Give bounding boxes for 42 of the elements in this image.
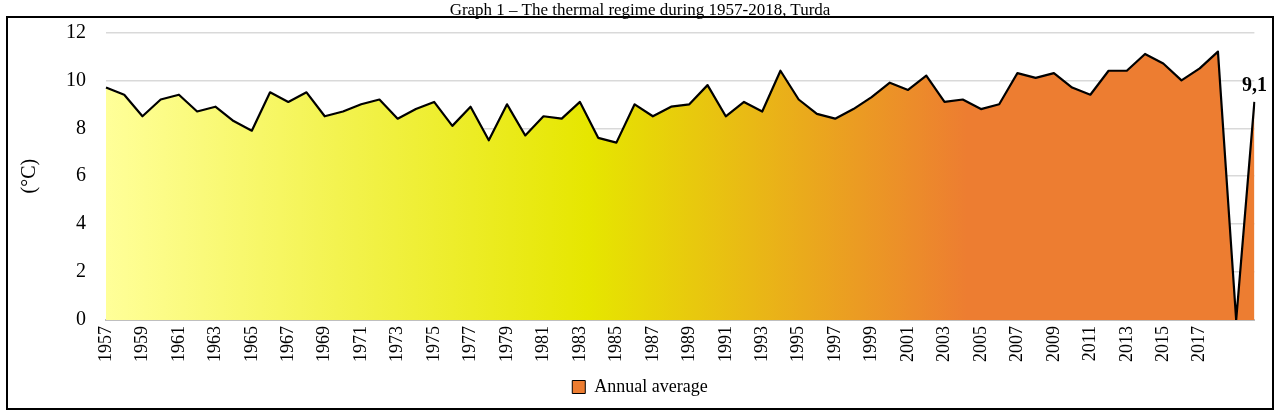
x-tick-label: 1963: [204, 326, 225, 362]
x-tick-label: 1957: [94, 326, 115, 362]
x-tick-label: 2007: [1006, 326, 1027, 362]
chart-title: Graph 1 – The thermal regime during 1957-2018, Turda: [449, 0, 831, 19]
x-tick-label: 1975: [422, 326, 443, 362]
x-tick-label: 2003: [933, 326, 954, 362]
x-tick-label: 1989: [678, 326, 699, 362]
x-tick-label: 1959: [131, 326, 152, 362]
x-tick-label: 1999: [860, 326, 881, 362]
x-tick-label: 1971: [349, 326, 370, 362]
x-tick-label: 1977: [459, 326, 480, 362]
x-tick-label: 1967: [277, 326, 298, 362]
x-tick-label: 2015: [1151, 326, 1172, 362]
x-tick-label: 2017: [1188, 326, 1209, 362]
x-tick-label: 1987: [641, 326, 662, 362]
x-tick-label: 1973: [386, 326, 407, 362]
x-tick-label: 1991: [714, 326, 735, 362]
x-tick-label: 1965: [240, 326, 261, 362]
x-tick-label: 1969: [313, 326, 334, 362]
x-tick-label: 1983: [568, 326, 589, 362]
legend-label: Annual average: [594, 375, 708, 396]
y-tick-label: 0: [76, 307, 86, 330]
y-tick-label: 10: [66, 67, 86, 90]
y-tick-label: 12: [66, 19, 86, 42]
x-tick-label: 1981: [532, 326, 553, 362]
x-tick-label: 2009: [1042, 326, 1063, 362]
x-tick-label: 1985: [605, 326, 626, 362]
x-tick-label: 2005: [969, 326, 990, 362]
y-tick-label: 2: [76, 259, 86, 282]
x-tick-label: 1993: [750, 326, 771, 362]
y-tick-label: 6: [76, 163, 86, 186]
y-tick-label: 8: [76, 115, 86, 138]
x-tick-label: 1997: [823, 326, 844, 362]
x-tick-label: 2011: [1079, 326, 1100, 362]
x-tick-label: 2001: [896, 326, 917, 362]
x-tick-label: 2013: [1115, 326, 1136, 362]
data-label: 9,1: [1241, 73, 1267, 96]
y-axis-title: (°C): [17, 158, 41, 194]
y-tick-label: 4: [76, 211, 86, 234]
x-tick-label: 1961: [167, 326, 188, 362]
x-tick-label: 1995: [787, 326, 808, 362]
x-tick-label: 1979: [495, 326, 516, 362]
